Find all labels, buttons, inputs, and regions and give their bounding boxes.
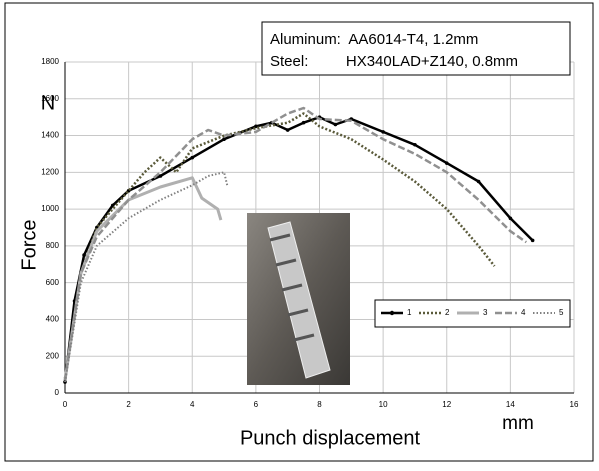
point <box>222 137 226 142</box>
point <box>413 142 417 147</box>
legend-label: 5 <box>559 308 564 317</box>
point <box>530 238 535 243</box>
x-tick-label: 4 <box>190 400 195 409</box>
x-tick-label: 12 <box>442 400 451 409</box>
legend-marker <box>389 310 395 316</box>
y-tick-label: 1400 <box>41 131 59 140</box>
y-tick-label: 1200 <box>41 167 59 176</box>
point <box>301 120 306 125</box>
x-tick-label: 8 <box>317 400 322 409</box>
y-tick-label: 1000 <box>41 204 59 213</box>
point <box>158 174 163 178</box>
point <box>82 253 86 257</box>
y-tick-label: 200 <box>46 351 60 360</box>
x-tick-label: 0 <box>63 400 68 409</box>
x-tick-label: 10 <box>379 400 388 409</box>
x-tick-label: 14 <box>506 400 515 409</box>
photo-inset <box>247 213 350 385</box>
annotation-box <box>261 21 571 76</box>
x-axis-label: Punch displacement <box>240 427 421 449</box>
annotation-line: Aluminum: AA6014-T4, 1.2mm <box>270 31 478 48</box>
annotation-line: Steel: HX340LAD+Z140, 0.8mm <box>270 53 518 70</box>
y-tick-label: 1800 <box>41 57 59 66</box>
y-tick-label: 800 <box>46 241 60 250</box>
series-line <box>64 171 229 383</box>
legend-label: 3 <box>483 308 488 317</box>
point <box>285 128 290 132</box>
series-line <box>63 106 528 381</box>
point <box>381 130 385 134</box>
x-tick-label: 2 <box>126 400 131 409</box>
point <box>476 179 481 184</box>
legend-label: 4 <box>521 308 526 317</box>
specimen <box>267 221 331 379</box>
y-tick-label: 1600 <box>41 94 59 103</box>
legend-label: 1 <box>407 308 412 317</box>
y-axis-label: Force <box>18 219 40 270</box>
point <box>508 216 513 221</box>
x-tick-label: 16 <box>570 400 579 409</box>
legend-label: 2 <box>445 308 450 317</box>
specimen-joints <box>269 233 315 342</box>
plot-area: 0 200 400 600 800 1000 1200 1400 1600 1800 0 2 4 6 8 10… <box>41 57 579 409</box>
point <box>333 122 338 127</box>
x-unit: mm <box>502 413 534 434</box>
series-line <box>63 112 496 379</box>
point <box>444 161 449 165</box>
point <box>190 155 195 160</box>
y-tick-label: 400 <box>46 315 60 324</box>
y-tick-label: 0 <box>55 388 60 397</box>
y-unit: N <box>41 92 55 114</box>
y-tick-label: 600 <box>46 278 60 287</box>
x-tick-label: 6 <box>254 400 259 409</box>
